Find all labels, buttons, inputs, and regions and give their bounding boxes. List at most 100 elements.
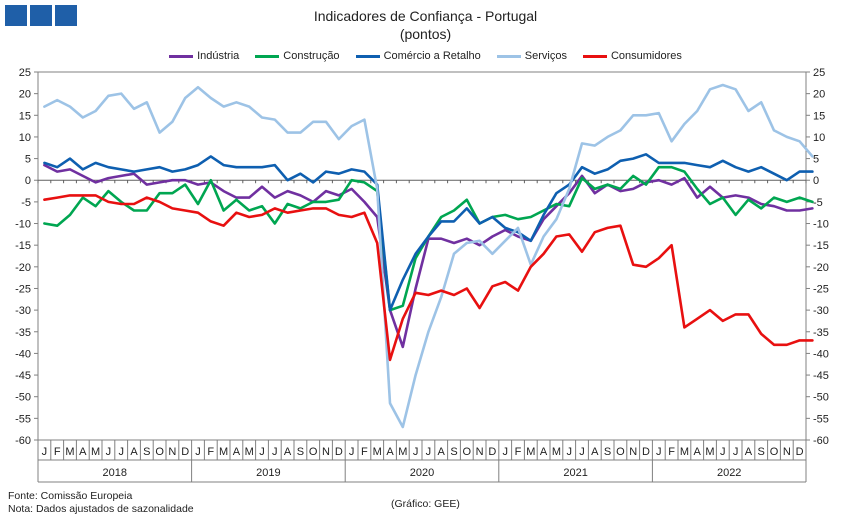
x-month-label: J — [195, 446, 201, 458]
y-tick-label-right: 5 — [813, 154, 819, 166]
x-month-label: J — [733, 446, 739, 458]
x-month-label: M — [373, 446, 382, 458]
x-month-label: A — [79, 446, 87, 458]
legend-label: Consumidores — [610, 50, 682, 62]
series-line-com-rcio-a-retalho — [43, 153, 814, 312]
x-month-label: M — [245, 446, 254, 458]
x-month-label: J — [42, 446, 48, 458]
x-month-label: F — [207, 446, 214, 458]
x-month-label: D — [488, 446, 496, 458]
y-tick-label-right: -50 — [813, 392, 829, 404]
x-month-label: A — [540, 446, 548, 458]
x-month-label: A — [284, 446, 292, 458]
x-month-label: J — [259, 446, 265, 458]
y-tick-label-right: 0 — [813, 175, 819, 187]
y-tick-label-left: -10 — [15, 219, 31, 231]
x-month-label: D — [642, 446, 650, 458]
legend-swatch — [355, 54, 380, 58]
x-month-label: A — [386, 446, 394, 458]
series-line-consumidores — [43, 194, 814, 362]
x-month-label: A — [130, 446, 138, 458]
x-month-label: N — [168, 446, 176, 458]
y-tick-label-left: -45 — [15, 370, 31, 382]
y-tick-label-left: 5 — [25, 154, 31, 166]
legend-item: Consumidores — [582, 50, 682, 62]
x-year-label: 2021 — [563, 467, 587, 479]
x-month-label: J — [502, 446, 508, 458]
x-month-label: J — [720, 446, 726, 458]
legend-item: Serviços — [496, 50, 567, 62]
gee-logo — [5, 5, 77, 26]
y-tick-label-right: -45 — [813, 370, 829, 382]
x-month-label: F — [515, 446, 522, 458]
chart-credit: (Gráfico: GEE) — [391, 498, 460, 510]
chart-subtitle: (pontos) — [399, 26, 452, 42]
y-tick-label-right: -60 — [813, 435, 829, 447]
logo-square — [5, 5, 27, 26]
x-month-label: J — [272, 446, 278, 458]
x-month-label: O — [155, 446, 164, 458]
y-tick-label-left: -35 — [15, 327, 31, 339]
y-tick-label-left: 20 — [19, 89, 31, 101]
x-month-label: A — [438, 446, 446, 458]
x-month-label: J — [566, 446, 572, 458]
y-tick-label-left: -20 — [15, 262, 31, 274]
x-month-label: J — [118, 446, 124, 458]
x-month-label: F — [54, 446, 61, 458]
chart-legend: Indústria Construção Comércio a Retalho Ser… — [0, 50, 851, 62]
y-tick-label-right: -35 — [813, 327, 829, 339]
source-note: Fonte: Comissão Europeia — [8, 490, 133, 502]
x-year-label: 2022 — [717, 467, 741, 479]
x-month-label: O — [309, 446, 318, 458]
y-tick-label-left: 25 — [19, 67, 31, 79]
x-month-label: J — [106, 446, 112, 458]
x-month-label: N — [783, 446, 791, 458]
legend-item: Construção — [255, 50, 340, 62]
x-year-label: 2019 — [256, 467, 280, 479]
x-month-label: J — [349, 446, 355, 458]
chart-title: Indicadores de Confiança - Portugal — [313, 8, 538, 24]
x-month-label: M — [680, 446, 689, 458]
y-tick-label-left: -50 — [15, 392, 31, 404]
x-month-label: M — [552, 446, 561, 458]
x-month-label: O — [463, 446, 472, 458]
y-tick-label-right: 20 — [813, 89, 825, 101]
y-tick-label-left: 10 — [19, 132, 31, 144]
logo-square — [55, 5, 77, 26]
x-month-label: N — [322, 446, 330, 458]
x-month-label: J — [579, 446, 585, 458]
logo-square — [30, 5, 52, 26]
y-tick-label-left: -55 — [15, 413, 31, 425]
y-tick-label-right: -55 — [813, 413, 829, 425]
legend-swatch — [496, 54, 521, 58]
legend-label: Construção — [283, 50, 340, 62]
y-tick-label-left: -30 — [15, 305, 31, 317]
legend-swatch — [255, 54, 280, 58]
y-tick-label-left: 0 — [25, 175, 31, 187]
x-month-label: F — [668, 446, 675, 458]
legend-swatch — [582, 54, 607, 58]
x-month-label: J — [656, 446, 662, 458]
legend-label: Comércio a Retalho — [383, 50, 481, 62]
legend-item: Comércio a Retalho — [355, 50, 481, 62]
y-tick-label-left: 15 — [19, 110, 31, 122]
x-month-label: S — [143, 446, 150, 458]
y-tick-label-right: -10 — [813, 219, 829, 231]
y-tick-label-left: -5 — [21, 197, 31, 209]
y-tick-label-right: -15 — [813, 240, 829, 252]
y-tick-label-right: -20 — [813, 262, 829, 274]
y-tick-label-right: -5 — [813, 197, 823, 209]
x-month-label: A — [745, 446, 753, 458]
plot-area — [37, 71, 807, 441]
x-month-label: A — [591, 446, 599, 458]
legend-swatch — [169, 54, 194, 58]
legend-label: Serviços — [524, 50, 567, 62]
x-month-label: M — [526, 446, 535, 458]
y-tick-label-right: -25 — [813, 283, 829, 295]
y-tick-label-left: -25 — [15, 283, 31, 295]
x-month-label: D — [796, 446, 804, 458]
y-tick-label-right: -40 — [813, 348, 829, 360]
x-month-label: M — [705, 446, 714, 458]
x-month-label: M — [65, 446, 74, 458]
